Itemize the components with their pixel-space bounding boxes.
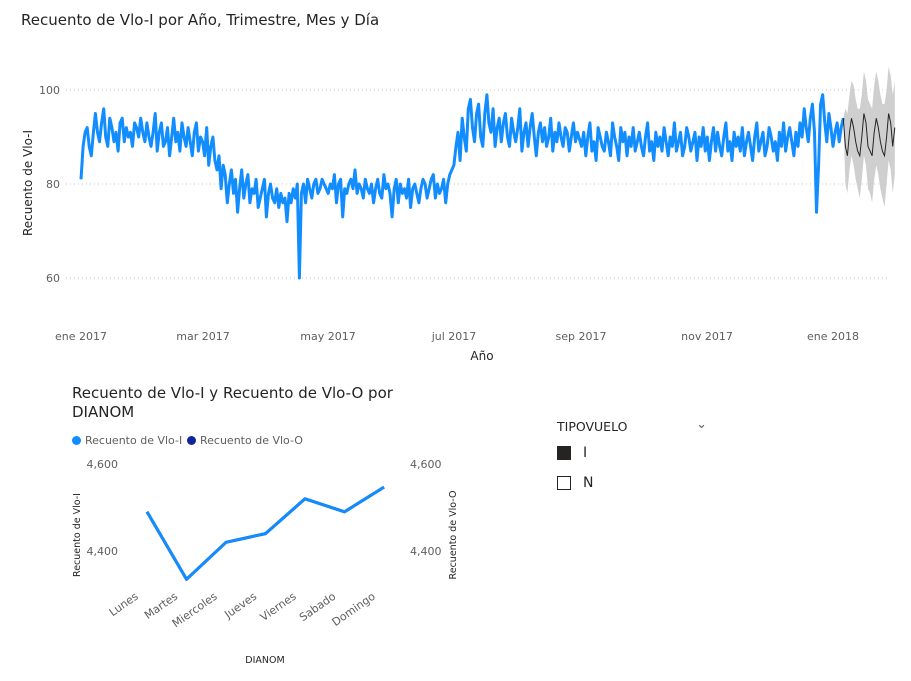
y-right-tick-4600: 4,600 — [410, 458, 442, 471]
x-tick-ene-2018: ene 2018 — [807, 330, 859, 343]
x-tick-nov-2017: nov 2017 — [681, 330, 733, 343]
x-tick-may-2017: may 2017 — [300, 330, 355, 343]
slicer-header[interactable]: TIPOVUELO ⌄ — [557, 417, 707, 437]
forecast-line[interactable] — [842, 113, 896, 158]
series-line-vlo-i[interactable] — [145, 485, 385, 581]
x-tick-viernes: Viernes — [258, 590, 299, 624]
x-tick-lunes: Lunes — [107, 590, 141, 619]
y-right-axis-title: Recuento de Vlo-O — [448, 491, 459, 580]
x-tick-miercoles: Miercoles — [170, 590, 220, 631]
slicer-item-label-n: N — [583, 475, 594, 491]
x-tick-mar-2017: mar 2017 — [176, 330, 229, 343]
legend-item-vlo-o[interactable]: Recuento de Vlo-O — [187, 434, 303, 447]
bottom-x-axis-title: DIANOM — [245, 655, 284, 666]
y-tick-60: 60 — [46, 272, 60, 285]
top-line-chart[interactable]: 100 80 60 ene 2017 mar 2017 may 2017 jul… — [0, 0, 911, 370]
slicer-item-label-i: I — [583, 445, 588, 461]
x-axis-title: Año — [470, 349, 493, 363]
bottom-chart-title-line1: Recuento de Vlo-I y Recuento de Vlo-O po… — [72, 384, 393, 402]
y-tick-80: 80 — [46, 178, 60, 191]
y-left-axis-title: Recuento de Vlo-I — [72, 493, 83, 577]
x-tick-sep-2017: sep 2017 — [556, 330, 607, 343]
checkbox-n[interactable] — [557, 476, 571, 490]
y-left-tick-4400: 4,400 — [87, 545, 119, 558]
chevron-down-icon[interactable]: ⌄ — [696, 417, 707, 432]
legend-label-vlo-o: Recuento de Vlo-O — [200, 434, 303, 447]
legend-item-vlo-i[interactable]: Recuento de Vlo-I — [72, 434, 182, 447]
slicer-item-n[interactable]: N — [557, 475, 593, 491]
bottom-chart-title-line2: DIANOM — [72, 403, 135, 421]
bottom-combo-line-chart[interactable]: 4,600 4,400 4,600 4,400 Recuento de Vlo-… — [0, 440, 520, 680]
y-tick-100: 100 — [39, 84, 60, 97]
x-tick-jueves: Jueves — [221, 590, 259, 622]
checkbox-i[interactable] — [557, 446, 571, 460]
y-axis-title: Recuento de Vlo-I — [21, 130, 35, 236]
x-tick-domingo: Domingo — [330, 590, 378, 629]
legend-dot-vlo-o — [187, 436, 196, 445]
y-left-tick-4600: 4,600 — [87, 458, 119, 471]
forecast-confidence-band — [843, 66, 895, 208]
legend-dot-vlo-i — [72, 436, 81, 445]
legend-label-vlo-i: Recuento de Vlo-I — [85, 434, 183, 447]
slicer-title: TIPOVUELO — [557, 419, 628, 434]
series-line-vlo-i[interactable] — [79, 93, 845, 280]
x-tick-jul-2017: jul 2017 — [431, 330, 477, 343]
slicer-item-i[interactable]: I — [557, 445, 587, 461]
x-tick-ene-2017: ene 2017 — [55, 330, 107, 343]
y-right-tick-4400: 4,400 — [410, 545, 442, 558]
top-chart-title: Recuento de Vlo-I por Año, Trimestre, Me… — [21, 11, 380, 29]
